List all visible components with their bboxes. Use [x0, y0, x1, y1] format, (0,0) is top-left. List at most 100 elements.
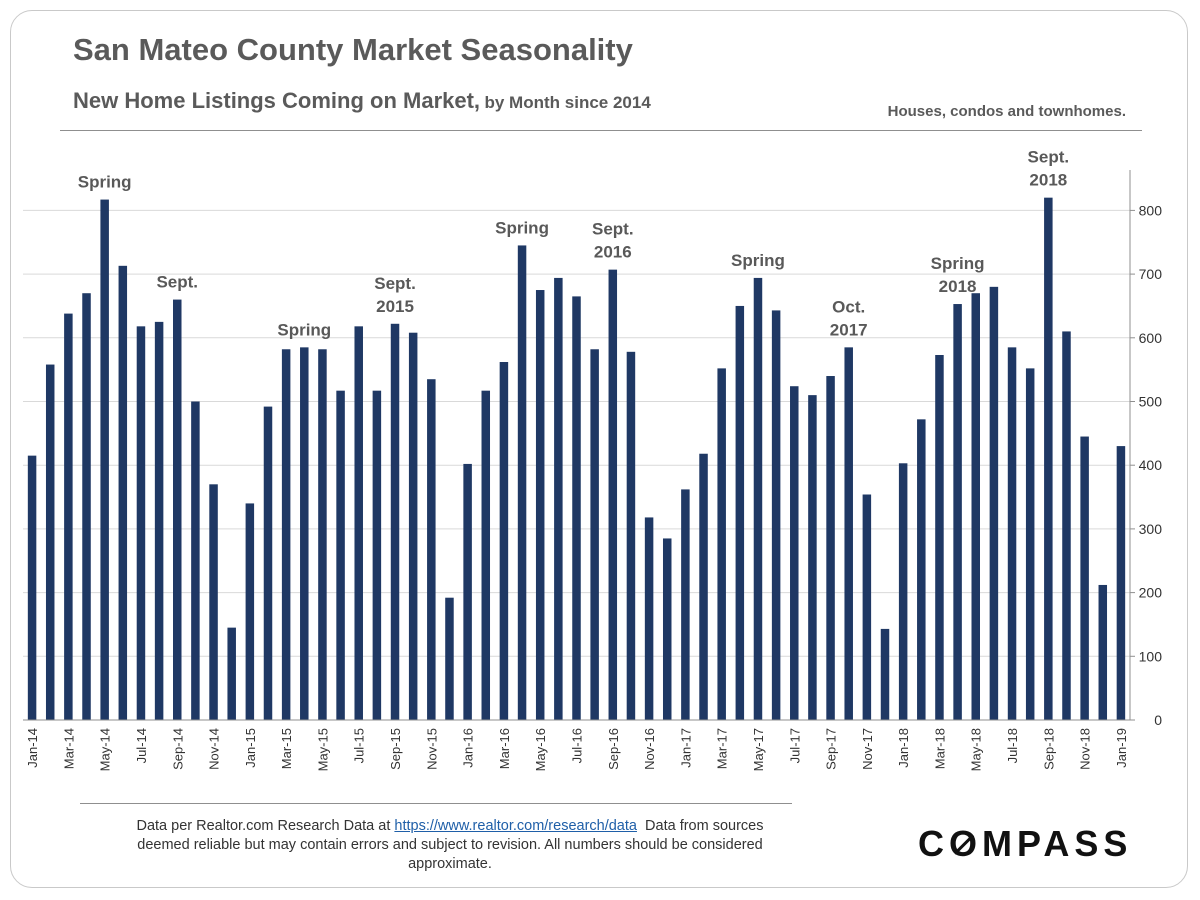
- bar: [989, 286, 999, 720]
- x-tick-label: Jan-14: [25, 728, 40, 768]
- x-tick-label: Nov-17: [860, 728, 875, 770]
- season-annotation: 2018: [1029, 171, 1067, 190]
- bar: [1098, 584, 1108, 720]
- bar: [390, 323, 400, 720]
- bar: [281, 349, 291, 720]
- x-tick-label: Jul-15: [352, 728, 367, 763]
- y-tick-label: 300: [1139, 521, 1163, 537]
- x-tick-label: Sep-18: [1041, 728, 1056, 770]
- bar: [445, 597, 454, 720]
- season-annotation: Oct.: [832, 297, 865, 316]
- bar: [572, 296, 581, 720]
- property-types-note: Houses, condos and townhomes.: [887, 103, 1126, 120]
- bar: [154, 321, 164, 720]
- bar: [1007, 347, 1017, 720]
- bar: [100, 199, 109, 721]
- season-annotation: Spring: [731, 251, 785, 270]
- bar: [427, 379, 436, 720]
- bar: [644, 517, 654, 720]
- bar: [790, 386, 799, 720]
- bar: [771, 310, 781, 720]
- source-suffix: Data from sources deemed reliable but ma…: [137, 818, 764, 872]
- x-tick-label: Jul-14: [134, 728, 149, 763]
- y-tick-label: 600: [1139, 330, 1163, 346]
- chart-title: San Mateo County Market Seasonality: [73, 32, 633, 67]
- y-tick-label: 0: [1154, 712, 1162, 728]
- x-tick-label: Jan-18: [896, 728, 911, 768]
- season-annotation: 2015: [376, 297, 414, 316]
- season-annotation: 2017: [830, 320, 868, 339]
- bar: [318, 349, 327, 720]
- header-divider: [60, 130, 1142, 131]
- bar: [753, 277, 763, 720]
- bar: [27, 455, 37, 720]
- x-tick-label: Mar-18: [932, 728, 947, 769]
- bar: [173, 299, 182, 720]
- season-annotation: Sept.: [592, 220, 634, 239]
- bar: [699, 453, 708, 720]
- bar: [517, 245, 527, 720]
- x-tick-label: Sep-17: [824, 728, 839, 770]
- x-tick-label: Nov-15: [424, 728, 439, 770]
- bar: [608, 269, 618, 720]
- bar: [481, 390, 491, 720]
- x-tick-label: May-18: [969, 728, 984, 771]
- season-annotation: 2018: [939, 277, 977, 296]
- bar: [880, 628, 890, 720]
- bar: [191, 401, 200, 720]
- x-tick-label: Mar-16: [497, 728, 512, 769]
- bar: [300, 347, 309, 720]
- footer-divider: [80, 803, 792, 804]
- source-prefix: Data per Realtor.com Research Data at: [136, 818, 391, 834]
- bar: [1044, 197, 1053, 720]
- season-annotation: Sept.: [1028, 148, 1070, 167]
- season-annotation: Sept.: [156, 273, 198, 292]
- x-tick-label: Nov-18: [1078, 728, 1093, 770]
- season-annotation: Sept.: [374, 274, 416, 293]
- source-note: Data per Realtor.com Research Data at ht…: [130, 817, 770, 874]
- bar: [935, 354, 944, 720]
- bar: [735, 305, 745, 720]
- x-tick-label: Mar-15: [279, 728, 294, 769]
- season-annotation: 2016: [594, 243, 632, 262]
- bar: [826, 376, 835, 720]
- x-tick-label: Jan-17: [678, 728, 693, 768]
- bar: [408, 332, 418, 720]
- bar: [1080, 436, 1089, 720]
- bar: [354, 326, 363, 720]
- bar: [45, 364, 55, 720]
- y-tick-label: 400: [1139, 457, 1163, 473]
- chart-subtitle: New Home Listings Coming on Market, by M…: [73, 88, 651, 114]
- bar: [463, 463, 472, 720]
- x-tick-label: Jul-16: [570, 728, 585, 763]
- x-tick-label: Mar-14: [61, 728, 76, 769]
- bar: [681, 489, 690, 720]
- x-tick-label: Jan-16: [461, 728, 476, 768]
- source-link[interactable]: https://www.realtor.com/research/data: [394, 818, 637, 834]
- season-annotation: Spring: [495, 218, 549, 237]
- subtitle-small: by Month since 2014: [484, 93, 651, 112]
- y-tick-label: 200: [1139, 585, 1163, 601]
- season-annotation: Spring: [277, 320, 331, 339]
- x-tick-label: Jan-15: [243, 728, 258, 768]
- bar: [82, 293, 91, 720]
- y-tick-label: 100: [1139, 648, 1163, 664]
- bar: [953, 304, 962, 720]
- x-tick-label: May-16: [533, 728, 548, 771]
- bar: [209, 484, 218, 720]
- season-annotation: Spring: [78, 173, 132, 192]
- y-tick-label: 500: [1139, 394, 1163, 410]
- subtitle-main: New Home Listings Coming on Market,: [73, 88, 481, 113]
- bar: [862, 494, 872, 720]
- bar: [263, 406, 273, 720]
- bar: [372, 390, 382, 720]
- x-tick-label: Sep-14: [170, 728, 185, 770]
- bar: [1025, 368, 1035, 720]
- x-tick-label: Jul-18: [1005, 728, 1020, 763]
- y-tick-label: 800: [1139, 202, 1163, 218]
- bar: [917, 419, 926, 720]
- x-tick-label: Mar-17: [715, 728, 730, 769]
- season-annotation: Spring: [931, 254, 985, 273]
- bar: [1116, 446, 1126, 720]
